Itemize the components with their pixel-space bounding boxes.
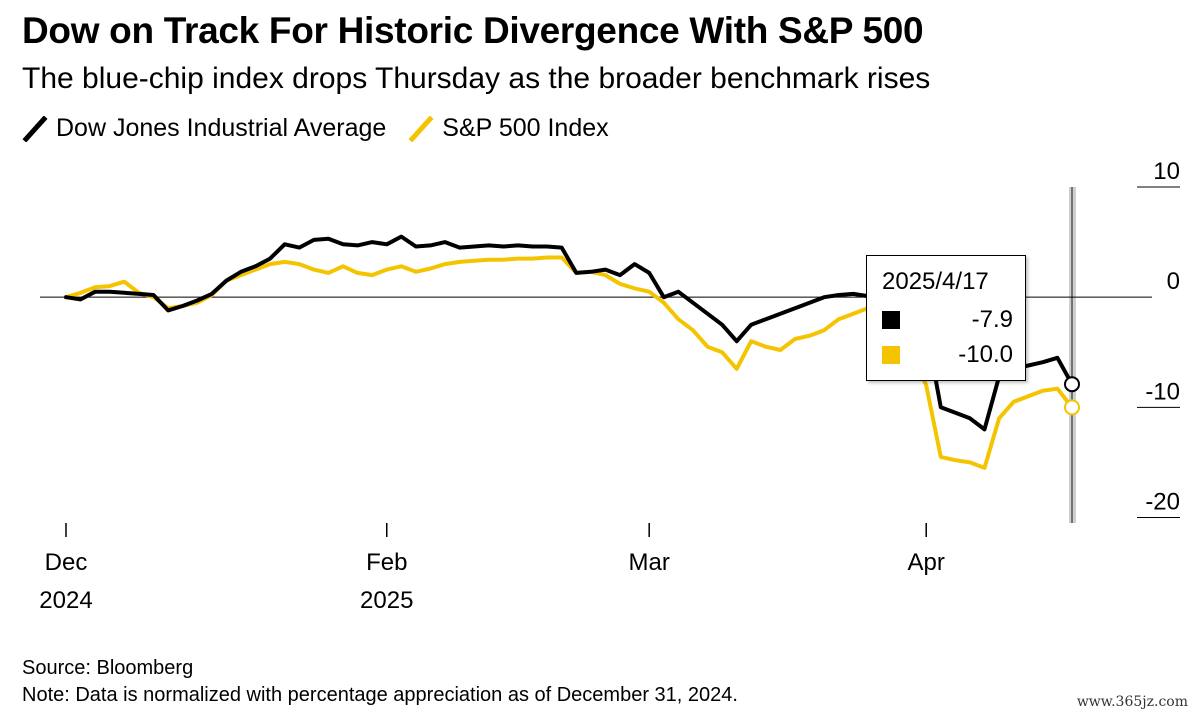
x-tick-label: Feb: [366, 549, 407, 576]
legend-item-sp500: S&P 500 Index: [408, 114, 609, 143]
y-tick-label: 10: [1153, 158, 1180, 185]
note-text: Note: Data is normalized with percentage…: [22, 684, 738, 706]
legend-item-dow: Dow Jones Industrial Average: [22, 114, 386, 143]
x-tick-label: Mar: [629, 549, 670, 576]
tooltip-row-sp500: -10.0: [882, 340, 1013, 370]
tooltip-swatch-dow: [882, 311, 900, 329]
chart-subtitle: The blue-chip index drops Thursday as th…: [22, 62, 931, 95]
x-tick-label: 2025: [360, 587, 413, 614]
legend: Dow Jones Industrial Average S&P 500 Ind…: [22, 114, 631, 143]
watermark: www.365jz.com: [1076, 694, 1188, 710]
hover-tooltip: 2025/4/17 -7.9 -10.0: [866, 255, 1026, 381]
tooltip-row-dow: -7.9: [882, 305, 1013, 335]
legend-swatch-dow: [22, 115, 48, 142]
source-text: Source: Bloomberg: [22, 657, 194, 679]
chart-title: Dow on Track For Historic Divergence Wit…: [22, 10, 924, 51]
line-chart[interactable]: 10 0 -10 -20 Dec 2024 Feb 2025 Mar Apr: [0, 150, 1200, 620]
legend-label-sp500: S&P 500 Index: [442, 114, 609, 142]
legend-label-dow: Dow Jones Industrial Average: [56, 114, 387, 142]
x-tick-label: Apr: [908, 549, 945, 576]
y-tick-label: 0: [1167, 268, 1180, 295]
legend-swatch-sp500: [408, 115, 434, 142]
source-note: Source: Bloomberg Note: Data is normaliz…: [22, 655, 738, 709]
y-tick-label: -20: [1145, 488, 1180, 515]
x-tick-label: Dec: [45, 549, 88, 576]
end-marker-sp500: [1064, 399, 1080, 416]
x-tick-label: 2024: [39, 587, 92, 614]
end-marker-dow: [1064, 376, 1080, 393]
tooltip-swatch-sp500: [882, 346, 900, 364]
slash-line-icon: [408, 115, 434, 142]
tooltip-date: 2025/4/17: [882, 268, 989, 295]
y-tick-label: -10: [1145, 378, 1180, 405]
tooltip-value-sp500: -10.0: [958, 341, 1013, 368]
slash-line-icon: [22, 115, 48, 142]
tooltip-value-dow: -7.9: [971, 306, 1013, 333]
